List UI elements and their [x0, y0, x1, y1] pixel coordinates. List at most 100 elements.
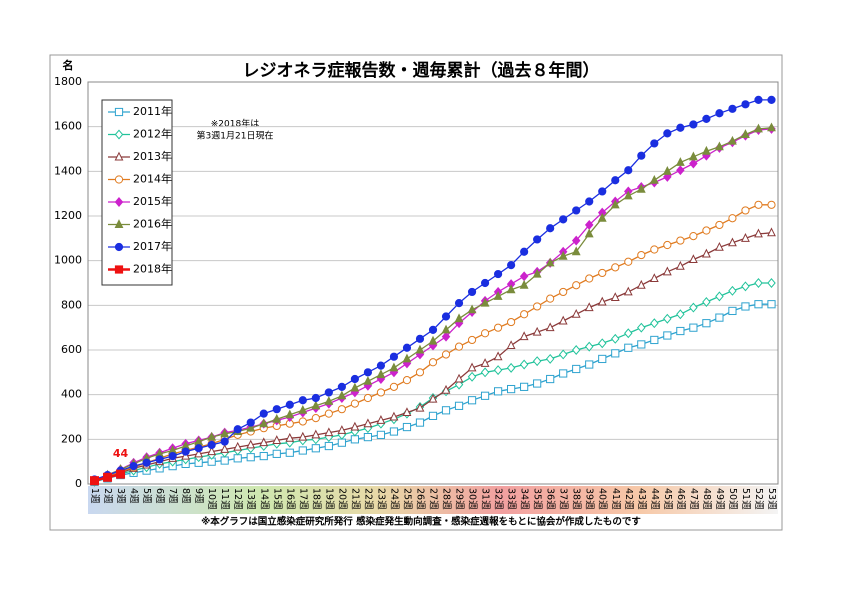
marker [324, 396, 334, 405]
marker [233, 441, 243, 451]
marker [467, 396, 477, 405]
marker [376, 430, 386, 439]
marker [663, 129, 672, 138]
x-tick-label: 51週 [740, 488, 752, 510]
marker [623, 286, 633, 296]
marker [754, 200, 763, 209]
marker [402, 353, 412, 363]
marker [480, 367, 490, 378]
marker [636, 183, 646, 193]
marker [545, 322, 555, 332]
marker [741, 281, 750, 292]
marker [676, 326, 685, 336]
marker [728, 104, 737, 113]
marker [298, 417, 307, 426]
marker [389, 382, 399, 391]
marker [493, 387, 503, 396]
marker [767, 95, 776, 104]
marker [376, 369, 386, 379]
x-tick-label: 9週 [193, 488, 205, 504]
x-tick-label: 27週 [428, 488, 440, 510]
marker [558, 349, 568, 360]
x-tick-label: 30週 [467, 488, 479, 510]
marker [389, 352, 399, 361]
marker [741, 302, 750, 311]
marker [389, 427, 399, 436]
marker [520, 310, 529, 319]
marker [767, 300, 776, 309]
y-tick-label: 1400 [54, 164, 82, 177]
marker [546, 374, 555, 384]
marker [454, 373, 464, 383]
marker [207, 446, 217, 456]
marker [572, 281, 581, 290]
marker [637, 322, 646, 333]
marker [454, 313, 464, 323]
marker [441, 331, 451, 342]
marker [741, 129, 750, 138]
marker [532, 326, 542, 336]
marker [114, 265, 124, 274]
marker [480, 278, 490, 288]
marker [715, 241, 724, 251]
data-label: 44 [113, 447, 129, 460]
marker [363, 433, 373, 442]
marker [298, 446, 307, 455]
marker [623, 190, 633, 200]
marker [480, 329, 490, 338]
marker [415, 344, 425, 354]
marker [467, 304, 477, 314]
marker [689, 302, 698, 313]
marker [637, 340, 646, 349]
marker [298, 404, 308, 414]
marker [572, 364, 581, 374]
marker [519, 279, 529, 289]
annotation: ※2018年は [211, 118, 259, 130]
marker [467, 287, 477, 297]
marker [454, 401, 464, 410]
marker [402, 376, 412, 385]
x-tick-label: 3週 [115, 488, 127, 504]
marker [572, 206, 581, 215]
y-unit: 名 [63, 58, 74, 72]
marker [767, 227, 776, 237]
marker [663, 331, 672, 340]
marker [610, 199, 620, 209]
marker [584, 228, 594, 238]
marker [715, 291, 724, 302]
marker [324, 409, 333, 418]
marker [337, 425, 347, 434]
marker [676, 309, 685, 320]
marker [324, 441, 333, 451]
marker [546, 224, 555, 233]
marker [754, 228, 763, 238]
marker [584, 341, 594, 352]
marker [220, 428, 230, 438]
marker [415, 418, 425, 427]
marker [624, 343, 633, 352]
marker [546, 294, 555, 303]
marker [754, 123, 763, 133]
x-tick-label: 28週 [441, 488, 453, 510]
marker [246, 418, 255, 427]
marker [467, 335, 477, 345]
marker [415, 334, 425, 343]
x-tick-label: 24週 [388, 488, 400, 510]
marker [454, 342, 464, 351]
x-tick-label: 35週 [532, 488, 544, 510]
annotation: 第3週1月21日現在 [197, 130, 274, 142]
x-tick-label: 15週 [271, 488, 283, 510]
marker [519, 359, 529, 370]
marker [155, 455, 164, 464]
marker [571, 345, 581, 355]
marker [559, 369, 568, 378]
x-tick-label: 47週 [688, 488, 700, 510]
legend-box [101, 99, 173, 286]
marker [480, 297, 490, 307]
x-tick-label: 4週 [128, 488, 140, 504]
marker [480, 358, 490, 367]
y-tick-label: 0 [75, 477, 82, 490]
y-tick-label: 1200 [54, 209, 82, 222]
marker [298, 431, 308, 441]
